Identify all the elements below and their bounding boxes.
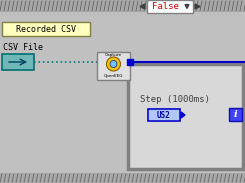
Bar [0, 0, 245, 12]
Polygon shape [195, 4, 200, 9]
Bar [149, 110, 179, 120]
Bar [229, 108, 242, 121]
Polygon shape [185, 5, 189, 8]
Text: Step (1000ms): Step (1000ms) [140, 96, 210, 104]
Text: Capture: Capture [105, 53, 122, 57]
Bar [97, 52, 130, 80]
Bar [128, 64, 243, 169]
Bar [2, 54, 34, 70]
Text: CSV File: CSV File [3, 44, 43, 53]
Polygon shape [140, 4, 145, 9]
Bar [0, 173, 245, 183]
Text: False: False [152, 2, 178, 11]
Bar [148, 109, 180, 121]
Circle shape [110, 61, 117, 68]
Text: i: i [234, 110, 237, 119]
Circle shape [107, 57, 121, 71]
Bar [2, 22, 90, 36]
Bar [127, 59, 133, 65]
Bar [147, 0, 193, 13]
Text: US2: US2 [157, 111, 171, 119]
Polygon shape [181, 112, 185, 118]
Text: Recorded CSV: Recorded CSV [16, 25, 76, 33]
Text: OpenEEG: OpenEEG [104, 74, 123, 79]
